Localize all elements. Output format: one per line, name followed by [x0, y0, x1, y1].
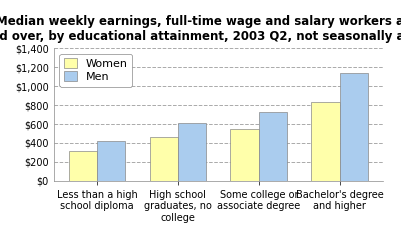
Bar: [259, 112, 287, 181]
Title: Median weekly earnings, full-time wage and salary workers age 25
and over, by ed: Median weekly earnings, full-time wage a…: [0, 15, 401, 43]
Legend: Women, Men: Women, Men: [59, 54, 132, 87]
Bar: [69, 151, 97, 181]
Bar: [231, 129, 259, 181]
Bar: [97, 141, 126, 181]
Bar: [150, 137, 178, 181]
Bar: [312, 102, 340, 181]
Bar: [340, 73, 368, 181]
Bar: [178, 123, 206, 181]
